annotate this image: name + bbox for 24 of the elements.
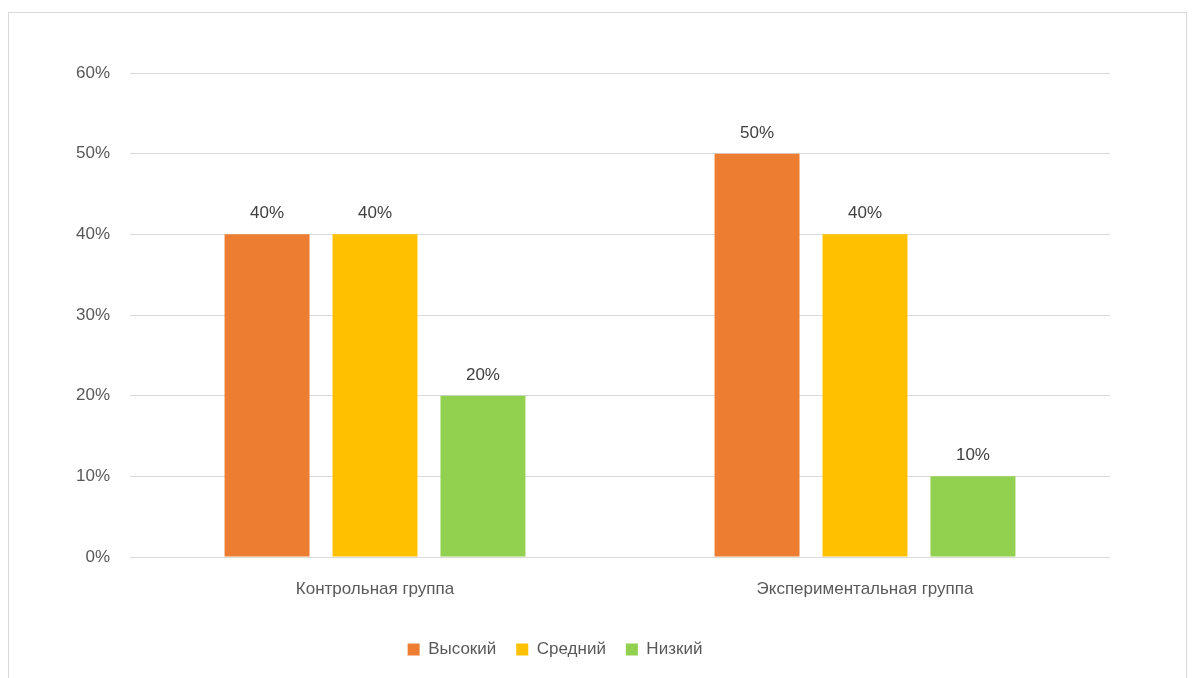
x-tick-label: Экспериментальная группа bbox=[756, 578, 974, 598]
legend-label: Высокий bbox=[428, 639, 497, 659]
y-tick-label: 0% bbox=[85, 546, 110, 566]
y-tick-label: 10% bbox=[75, 466, 110, 486]
data-label: 40% bbox=[357, 203, 393, 223]
y-tick-label: 20% bbox=[75, 385, 110, 405]
x-tick-label: Контрольная группа bbox=[295, 578, 455, 598]
data-label: 10% bbox=[955, 445, 990, 465]
y-tick-label: 30% bbox=[75, 304, 110, 324]
legend-label: Низкий bbox=[646, 639, 703, 659]
bar bbox=[332, 234, 418, 557]
bar bbox=[714, 153, 800, 557]
bar bbox=[224, 234, 310, 557]
data-label: 40% bbox=[847, 203, 883, 223]
y-tick-label: 50% bbox=[75, 143, 110, 163]
bar bbox=[440, 395, 526, 557]
bar bbox=[930, 476, 1016, 557]
data-label: 20% bbox=[465, 364, 500, 384]
data-label: 40% bbox=[250, 203, 285, 223]
y-tick-label: 60% bbox=[75, 62, 110, 82]
legend-label: Средний bbox=[536, 639, 606, 659]
data-label: 50% bbox=[740, 122, 775, 142]
bar bbox=[822, 234, 908, 557]
y-tick-label: 40% bbox=[75, 224, 110, 244]
